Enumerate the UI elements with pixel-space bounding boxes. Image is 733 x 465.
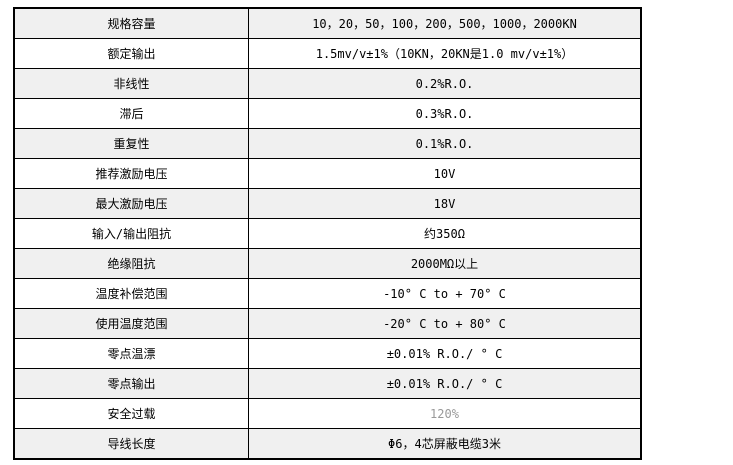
spec-value-cell: 10，20，50，100，200，500，1000，2000KN: [248, 7, 642, 39]
table-row: 重复性 0.1%R.O.: [13, 128, 642, 159]
table-row: 滞后 0.3%R.O.: [13, 98, 642, 129]
spec-table: 规格容量 10，20，50，100，200，500，1000，2000KN 额定…: [13, 7, 642, 460]
table-row: 最大激励电压 18V: [13, 188, 642, 219]
spec-label-cell: 输入/输出阻抗: [13, 218, 249, 249]
spec-label-cell: 绝缘阻抗: [13, 248, 249, 279]
table-row: 零点输出 ±0.01% R.O./ ° C: [13, 368, 642, 399]
spec-value-cell: ±0.01% R.O./ ° C: [248, 338, 642, 369]
spec-value-cell: 0.2%R.O.: [248, 68, 642, 99]
spec-label-cell: 温度补偿范围: [13, 278, 249, 309]
table-row: 非线性 0.2%R.O.: [13, 68, 642, 99]
table-row: 规格容量 10，20，50，100，200，500，1000，2000KN: [13, 7, 642, 39]
spec-label-cell: 零点输出: [13, 368, 249, 399]
table-row: 使用温度范围 -20° C to + 80° C: [13, 308, 642, 339]
table-row: 温度补偿范围 -10° C to + 70° C: [13, 278, 642, 309]
spec-label-cell: 滞后: [13, 98, 249, 129]
spec-value-cell: -10° C to + 70° C: [248, 278, 642, 309]
spec-value-cell: 0.3%R.O.: [248, 98, 642, 129]
spec-label-cell: 安全过载: [13, 398, 249, 429]
spec-label-cell: 非线性: [13, 68, 249, 99]
table-row: 输入/输出阻抗 约350Ω: [13, 218, 642, 249]
spec-value-cell: 18V: [248, 188, 642, 219]
spec-value-cell: 120%: [248, 398, 642, 429]
spec-value-cell: 约350Ω: [248, 218, 642, 249]
spec-label-cell: 零点温漂: [13, 338, 249, 369]
table-row: 额定输出 1.5mv/v±1%（10KN，20KN是1.0 mv/v±1%）: [13, 38, 642, 69]
spec-value-cell: 2000MΩ以上: [248, 248, 642, 279]
table-row: 绝缘阻抗 2000MΩ以上: [13, 248, 642, 279]
spec-label-cell: 重复性: [13, 128, 249, 159]
table-row: 推荐激励电压 10V: [13, 158, 642, 189]
spec-label-cell: 规格容量: [13, 7, 249, 39]
table-row: 导线长度 Φ6，4芯屏蔽电缆3米: [13, 428, 642, 460]
spec-value-cell: 10V: [248, 158, 642, 189]
spec-label-cell: 导线长度: [13, 428, 249, 460]
spec-table-body: 规格容量 10，20，50，100，200，500，1000，2000KN 额定…: [13, 7, 642, 460]
spec-value-cell: Φ6，4芯屏蔽电缆3米: [248, 428, 642, 460]
spec-label-cell: 推荐激励电压: [13, 158, 249, 189]
spec-label-cell: 使用温度范围: [13, 308, 249, 339]
spec-label-cell: 最大激励电压: [13, 188, 249, 219]
table-row: 零点温漂 ±0.01% R.O./ ° C: [13, 338, 642, 369]
spec-value-cell: 1.5mv/v±1%（10KN，20KN是1.0 mv/v±1%）: [248, 38, 642, 69]
spec-value-cell: ±0.01% R.O./ ° C: [248, 368, 642, 399]
spec-label-cell: 额定输出: [13, 38, 249, 69]
table-row: 安全过载 120%: [13, 398, 642, 429]
spec-value-cell: -20° C to + 80° C: [248, 308, 642, 339]
spec-value-cell: 0.1%R.O.: [248, 128, 642, 159]
